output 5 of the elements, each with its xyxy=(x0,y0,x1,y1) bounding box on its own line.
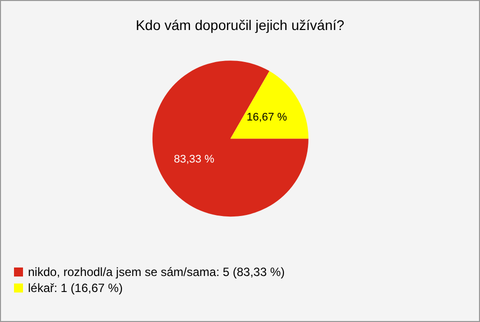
data-label: 83,33 % xyxy=(174,154,214,166)
chart-title: Kdo vám doporučil jejich užívání? xyxy=(136,17,344,33)
legend-label: nikdo, rozhodl/a jsem se sám/sama: 5 (83,33 %) xyxy=(28,265,285,279)
data-label: 16,67 % xyxy=(246,112,288,124)
legend-label: lékař: 1 (16,67 %) xyxy=(28,281,123,295)
